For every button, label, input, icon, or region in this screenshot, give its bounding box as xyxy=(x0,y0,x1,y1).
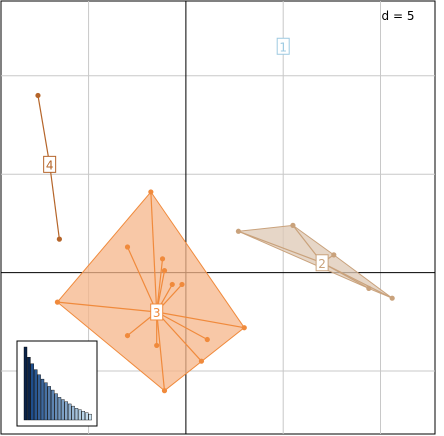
group-3-point xyxy=(154,342,160,349)
group-3-label-text: 3 xyxy=(153,306,161,320)
group-3-point xyxy=(161,388,168,394)
group-3-spoke xyxy=(150,191,158,313)
group-3-point xyxy=(169,281,175,288)
group-3-point xyxy=(204,336,210,343)
group-3-spoke xyxy=(156,258,164,313)
eigenvalue-bar xyxy=(61,399,65,421)
eigenvalue-bar xyxy=(40,378,45,421)
eigenvalue-bar xyxy=(57,397,62,421)
eigenvalue-bar xyxy=(23,346,28,421)
group-4-label-text: 4 xyxy=(46,158,54,172)
group-1-label-text: 1 xyxy=(279,40,287,54)
eigenvalue-bar xyxy=(47,386,51,421)
group-2-spoke xyxy=(321,262,393,299)
group-2-label: 2 xyxy=(315,254,329,272)
group-4-label: 4 xyxy=(43,155,57,173)
eigenvalue-bar xyxy=(44,382,48,421)
group-2-point xyxy=(331,252,337,258)
group-3-spoke xyxy=(156,311,245,329)
eigenvalue-bar xyxy=(51,389,55,421)
group-3-spoke xyxy=(57,301,157,313)
eigenvalue-bar xyxy=(54,393,58,421)
eigenvalue-bar xyxy=(30,363,34,421)
eigenvalue-bar xyxy=(74,408,79,421)
group-3-point xyxy=(124,332,131,339)
group-2-point xyxy=(290,222,296,228)
group-spokes xyxy=(37,95,393,391)
group-2-point xyxy=(366,285,372,291)
group-3-point xyxy=(161,268,168,274)
eigenvalue-bar xyxy=(27,357,31,421)
group-4-point xyxy=(56,236,62,242)
group-3-spoke xyxy=(156,311,166,391)
eigenvalue-bar xyxy=(67,403,72,421)
eigenvalue-bar xyxy=(78,409,82,421)
group-3-point xyxy=(54,299,61,305)
eigenvalue-bar xyxy=(81,411,86,421)
eigenvalue-bar xyxy=(71,405,75,421)
grid-scale-label: d = 5 xyxy=(382,9,415,23)
group-3-spoke xyxy=(126,246,158,313)
group-3-point xyxy=(179,281,185,288)
data-points xyxy=(35,92,395,394)
group-2-spoke xyxy=(238,230,323,264)
group-4-point xyxy=(35,92,41,99)
group-2-point xyxy=(389,295,395,301)
group-3-point xyxy=(241,325,247,331)
eigenvalue-bar xyxy=(88,413,92,421)
group-2-point xyxy=(235,228,242,234)
group-3-spoke xyxy=(156,311,202,362)
eigenvalue-bar xyxy=(34,369,38,421)
group-3-label: 3 xyxy=(150,303,164,321)
group-2-label-text: 2 xyxy=(318,257,326,271)
group-3-spoke xyxy=(156,311,208,341)
eigenvalue-bar xyxy=(37,374,41,421)
eigenvalue-bar xyxy=(84,412,89,421)
group-labels: 1 2 3 4 xyxy=(43,37,329,321)
group-3-point xyxy=(124,244,131,250)
eigenvalue-inset xyxy=(16,340,98,427)
group-4-spoke xyxy=(49,164,60,240)
group-3-point xyxy=(148,189,154,195)
group-1-label: 1 xyxy=(276,37,290,55)
group-4-spoke xyxy=(37,95,51,165)
eigenvalue-bar xyxy=(64,401,69,421)
group-3-point xyxy=(159,256,166,262)
group-3-point xyxy=(198,358,205,364)
